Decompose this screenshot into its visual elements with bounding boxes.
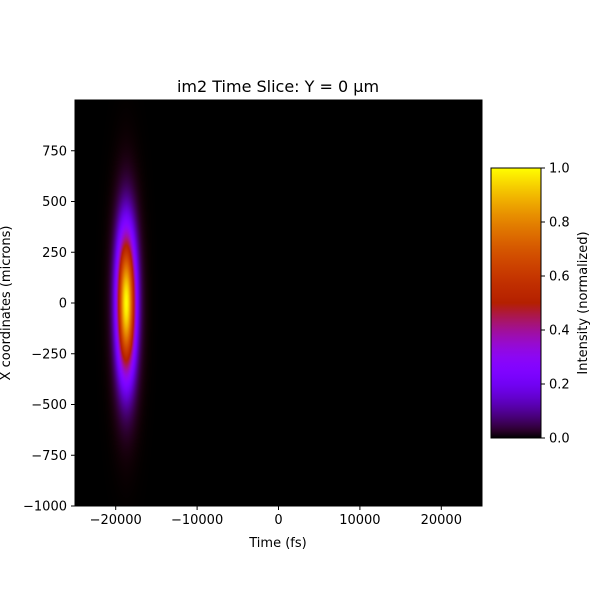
colorbar-frame <box>490 167 542 439</box>
y-tick-label: −750 <box>31 449 67 464</box>
colorbar-fill <box>491 168 541 438</box>
x-tick-label: 0 <box>274 513 282 528</box>
colorbar-tick-label: 0.8 <box>549 216 570 231</box>
y-tick-label: 0 <box>59 297 67 312</box>
y-tick-label: −1000 <box>23 500 67 515</box>
x-tick-label: 20000 <box>421 513 462 528</box>
colorbar-tick-label: 0.4 <box>549 324 570 339</box>
y-tick-label: −500 <box>31 398 67 413</box>
y-tick-label: 500 <box>42 195 67 210</box>
colorbar-tick-label: 0.0 <box>549 432 570 447</box>
colorbar-label: Intensity (normalized) <box>576 231 591 374</box>
y-tick-label: 250 <box>42 246 67 261</box>
colorbar-tick-label: 0.2 <box>549 378 570 393</box>
y-axis: 750 500 250 0 −250 −500 −750 −1000 <box>23 144 75 515</box>
colorbar: 0.0 0.2 0.4 0.6 0.8 1.0 Intensity (normalized… <box>490 162 591 447</box>
heatmap-image <box>75 100 482 506</box>
plot-area <box>74 99 483 507</box>
colorbar-tick-label: 1.0 <box>549 162 570 177</box>
x-tick-label: −20000 <box>90 513 142 528</box>
chart-title: im2 Time Slice: Y = 0 µm <box>177 77 379 96</box>
colorbar-tick-label: 0.6 <box>549 270 570 285</box>
x-axis: −20000 −10000 0 10000 20000 <box>90 506 462 528</box>
x-tick-label: 10000 <box>339 513 380 528</box>
x-axis-label: Time (fs) <box>248 536 306 551</box>
y-tick-label: 750 <box>42 144 67 159</box>
y-tick-label: −250 <box>31 347 67 362</box>
y-axis-label: X coordinates (microns) <box>0 226 14 381</box>
x-tick-label: −10000 <box>171 513 223 528</box>
colorbar-ticks: 0.0 0.2 0.4 0.6 0.8 1.0 <box>541 162 570 447</box>
